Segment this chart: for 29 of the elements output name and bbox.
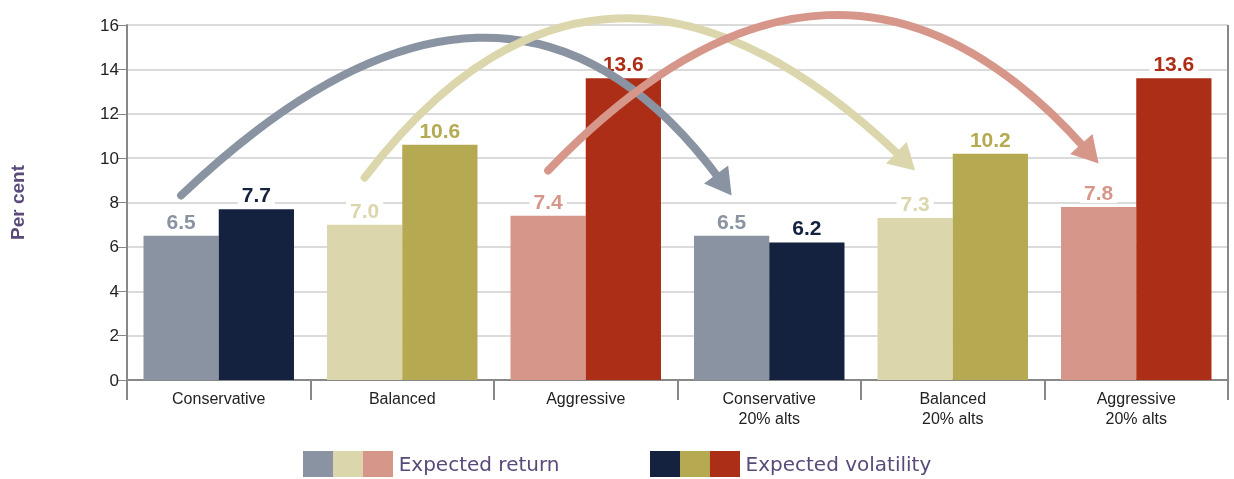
data-label: 6.5 [166,209,197,233]
y-tick-label: 6 [109,237,119,257]
y-tick-label: 12 [100,104,119,124]
y-tick-label: 8 [109,193,119,212]
data-label: 6.2 [792,216,822,240]
y-tick-label: 4 [109,281,119,301]
y-tick-label: 0 [109,370,119,390]
x-tick-label: Aggressive [546,389,626,407]
x-tick-label: Balanced [368,389,436,407]
x-tick-label: Aggressive 20% alts [1096,389,1176,427]
x-tick-label: Conservative [172,389,266,407]
legend-label: Expected volatility [745,452,932,476]
data-label: 10.6 [419,118,461,142]
y-tick-label: 16 [100,15,119,35]
y-axis-title: Per cent [7,164,28,240]
y-tick-label: 2 [109,326,119,346]
data-label: 13.6 [1153,52,1195,76]
data-label: 6.5 [717,209,747,233]
y-tick-label: 14 [100,59,119,79]
data-label: 7.7 [241,183,271,207]
data-label: 7.8 [1084,180,1114,204]
x-tick-label: Conservative 20% alts [722,389,817,427]
y-tick-label: 10 [100,148,119,168]
data-label: 7.0 [350,198,380,222]
data-label: 10.2 [969,127,1011,151]
data-label: 7.3 [900,192,930,216]
legend-label: Expected return [398,452,560,476]
x-tick-label: Balanced 20% alts [919,389,987,427]
data-label: 7.4 [533,189,564,213]
